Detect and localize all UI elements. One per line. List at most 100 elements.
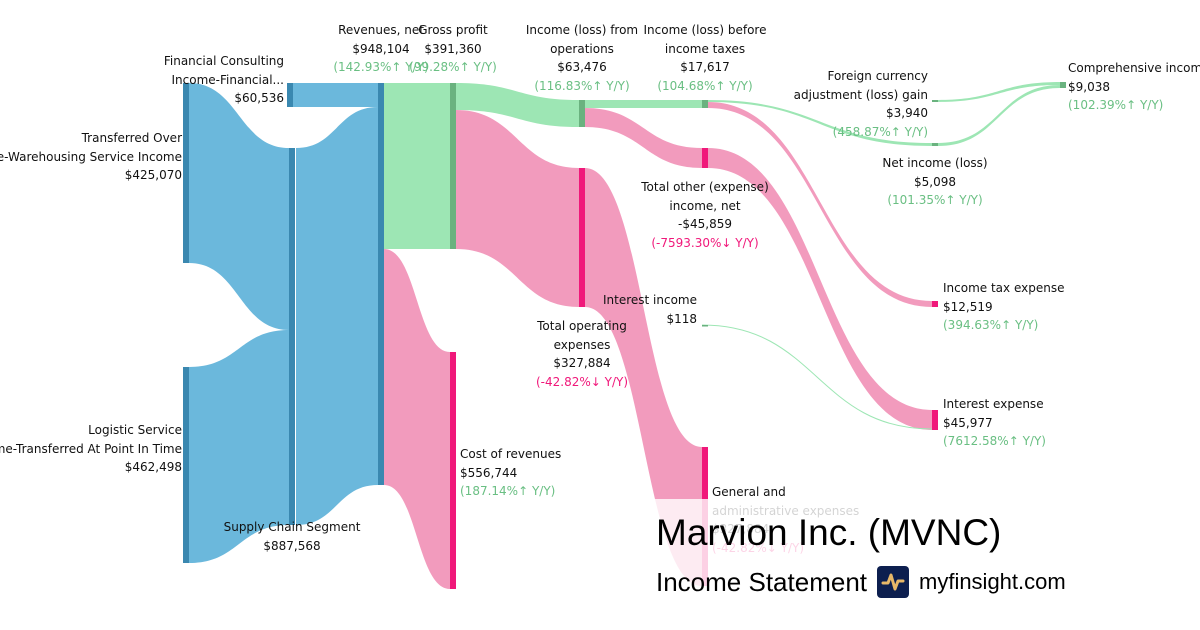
revenues-to-gross-profit-flow — [384, 83, 450, 249]
revenues-node — [378, 83, 384, 485]
logistic-service-node — [183, 367, 189, 563]
node-value: $948,104 — [352, 41, 410, 56]
page-title: Marvion Inc. (MVNC) — [656, 512, 1002, 553]
transferred-over-to-supply-chain-flow — [189, 83, 289, 330]
node-name: Supply Chain Segment — [223, 520, 361, 534]
node-name: Gross profit — [418, 23, 488, 37]
logistic-to-supply-chain-flow — [189, 330, 289, 563]
label-cost-of-revenues: Cost of revenues $556,744 (187.14%↑ Y/Y) — [460, 445, 561, 501]
node-name: me-Warehousing Service Income — [0, 149, 182, 164]
foreign-to-comprehensive-flow — [938, 82, 1060, 102]
node-value: $17,617 — [680, 60, 730, 74]
node-value: -$45,859 — [678, 217, 732, 231]
node-name: Income-Financial... — [171, 72, 284, 87]
node-change: (-42.82%↓ Y/Y) — [535, 374, 629, 389]
node-value: $63,476 — [557, 60, 607, 74]
title-backdrop — [640, 499, 1040, 630]
node-name: Net income (loss) — [882, 156, 988, 170]
opex-to-general-admin-flow — [585, 168, 702, 586]
label-net-income: Net income (loss) $5,098 (101.35%↑ Y/Y) — [865, 154, 1005, 210]
node-name: Income (loss) from — [525, 23, 639, 37]
comprehensive-income-node — [1060, 82, 1066, 88]
node-name: Transferred Over — [81, 131, 182, 145]
node-value: $5,098 — [914, 174, 956, 189]
foreign-currency-node — [932, 100, 938, 102]
income-tax-node — [932, 301, 938, 307]
node-change: (142.93%↑ Y/Y) — [333, 60, 429, 74]
label-logistic-service: Logistic Service me-Transferred At Point… — [0, 421, 182, 477]
node-name: income taxes — [664, 41, 746, 56]
node-name: administrative expenses — [712, 503, 860, 518]
label-foreign-currency: Foreign currency adjustment (loss) gain … — [794, 67, 928, 141]
operations-to-before-taxes-flow — [585, 100, 702, 108]
gross-to-operations-flow — [456, 83, 579, 127]
node-value: $45,977 — [943, 415, 993, 430]
cost-of-revenues-node — [450, 352, 456, 589]
node-change: (187.14%↑ Y/Y) — [460, 484, 556, 498]
node-name: Income tax expense — [943, 281, 1065, 295]
label-supply-chain: Supply Chain Segment $887,568 — [222, 518, 362, 555]
label-gross-profit: Gross profit $391,360 (99.28%↑ Y/Y) — [403, 21, 503, 77]
node-change: (102.39%↑ Y/Y) — [1068, 98, 1164, 112]
site-link[interactable]: myfinsight.com — [919, 569, 1066, 594]
gross-profit-node — [450, 83, 456, 249]
node-value: $425,070 — [124, 168, 182, 182]
income-from-operations-node — [579, 100, 585, 127]
net-income-node — [932, 143, 938, 146]
subtitle: Income Statement — [656, 566, 867, 597]
label-income-from-operations: Income (loss) from operations $63,476 (1… — [517, 21, 647, 95]
node-name: Cost of revenues — [460, 447, 562, 461]
node-name: Revenues, net — [338, 23, 424, 37]
node-change: (-7593.30%↓ Y/Y) — [651, 235, 759, 250]
node-change: (458.87%↑ Y/Y) — [832, 124, 928, 139]
node-value: $118 — [666, 311, 697, 326]
label-income-before-taxes: Income (loss) before income taxes $17,61… — [635, 21, 775, 95]
node-value: $12,519 — [943, 299, 993, 314]
other-to-interest-expense-flow — [708, 148, 932, 430]
label-financial-consulting: Financial Consulting Income-Financial...… — [164, 52, 284, 108]
pulse-logo-icon — [877, 566, 909, 598]
node-change: (7612.58%↑ Y/Y) — [943, 434, 1046, 448]
label-total-other: Total other (expense) income, net -$45,8… — [635, 178, 775, 252]
node-value: $887,568 — [263, 538, 321, 553]
operations-to-other-flow — [585, 108, 702, 168]
label-income-tax: Income tax expense $12,519 (394.63%↑ Y/Y… — [943, 279, 1064, 335]
node-name: adjustment (loss) gain — [793, 87, 928, 102]
net-income-to-comprehensive-flow — [938, 85, 1060, 146]
supply-chain-node — [289, 148, 295, 525]
node-name: me-Transferred At Point In Time — [0, 441, 182, 456]
node-name: Foreign currency — [827, 69, 928, 83]
before-taxes-to-income-tax-flow — [708, 102, 932, 307]
node-name: Income (loss) before — [643, 23, 767, 37]
label-revenues: Revenues, net $948,104 (142.93%↑ Y/Y) — [321, 21, 441, 77]
node-name: Interest income — [602, 293, 697, 307]
node-value: $391,360 — [424, 41, 482, 56]
node-change: (394.63%↑ Y/Y) — [943, 318, 1039, 332]
label-total-operating-expenses: Total operating expenses $327,884 (-42.8… — [517, 317, 647, 391]
node-name: Comprehensive income — [1068, 61, 1200, 75]
node-name: Interest expense — [943, 397, 1044, 411]
supply-chain-to-revenues-flow — [296, 107, 378, 525]
node-name: Total operating — [537, 319, 627, 333]
node-value: $9,038 — [1068, 79, 1110, 94]
node-value: $3,940 — [886, 106, 928, 120]
node-value: $462,498 — [124, 460, 182, 474]
before-taxes-to-net-income-flow — [708, 100, 932, 146]
label-comprehensive-income: Comprehensive income $9,038 (102.39%↑ Y/… — [1068, 59, 1200, 115]
node-name: operations — [550, 41, 614, 56]
node-name: General and — [712, 485, 786, 499]
interest-income-node — [702, 325, 708, 327]
node-name: Financial Consulting — [163, 54, 284, 68]
financial-consulting-node — [287, 83, 293, 107]
interest-expense-node — [932, 410, 938, 430]
node-value: $60,536 — [234, 91, 284, 105]
total-operating-expenses-node — [579, 168, 585, 307]
subtitle-row: Income Statement myfinsight.com — [656, 566, 1066, 598]
income-before-taxes-node — [702, 100, 708, 108]
label-interest-income: Interest income $118 — [603, 291, 697, 328]
node-change: (101.35%↑ Y/Y) — [887, 193, 983, 207]
node-change: (104.68%↑ Y/Y) — [657, 78, 753, 93]
label-interest-expense: Interest expense $45,977 (7612.58%↑ Y/Y) — [943, 395, 1046, 451]
revenues-to-cost-flow — [384, 249, 450, 589]
